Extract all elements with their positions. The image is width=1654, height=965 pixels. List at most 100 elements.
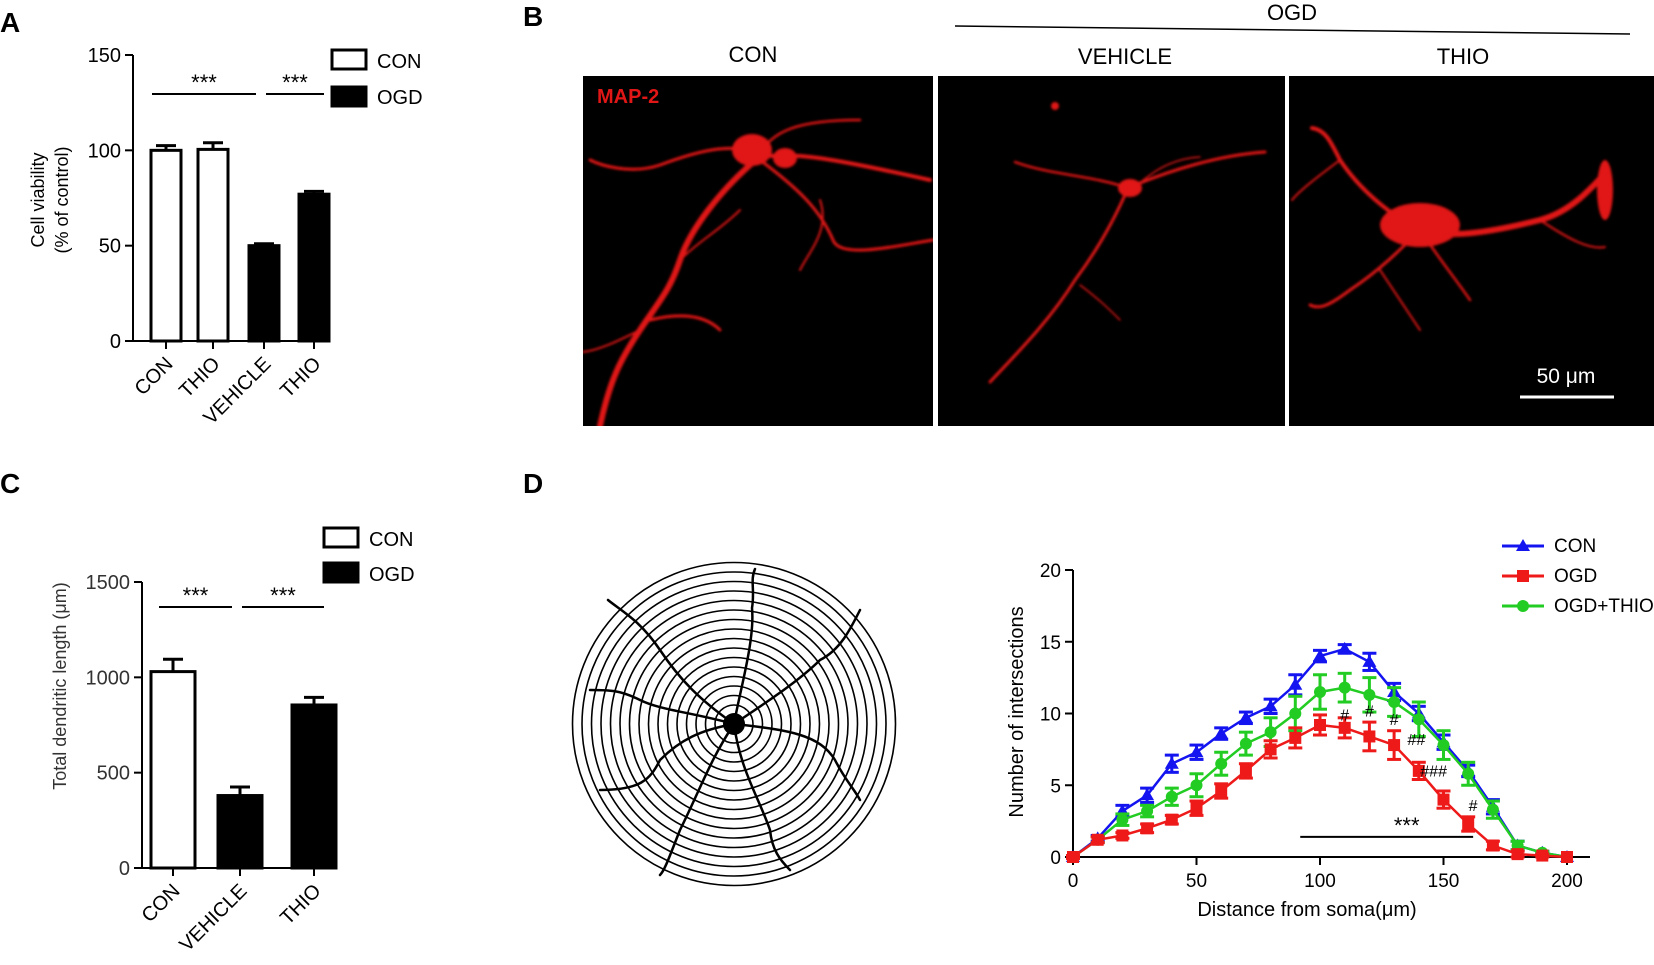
x-tick-label: THIO xyxy=(276,353,325,402)
x-tick-label: CON xyxy=(131,353,178,400)
y-tick-label: 150 xyxy=(88,45,121,67)
data-point xyxy=(1462,767,1475,780)
panel-d-ylabel: Number of intersections xyxy=(1006,606,1028,817)
legend-marker xyxy=(1517,570,1529,582)
data-point xyxy=(1264,743,1277,756)
data-point xyxy=(1189,745,1204,758)
sholl-ring xyxy=(666,656,802,792)
panel-c-legend: CON OGD xyxy=(322,526,415,586)
data-point xyxy=(1116,813,1129,826)
x-tick-label: THIO xyxy=(276,880,325,929)
y-tick-label: 500 xyxy=(97,763,130,785)
bar xyxy=(247,244,281,343)
panel-a-ylabel-line1: Cell viability xyxy=(28,152,48,247)
y-tick-label: 10 xyxy=(1040,705,1061,726)
column-label-thio: THIO xyxy=(1437,44,1490,69)
data-point xyxy=(1264,726,1277,739)
data-point xyxy=(1314,685,1326,698)
data-point xyxy=(1462,817,1475,830)
x-tick-label: 50 xyxy=(1186,871,1207,892)
stain-label: MAP-2 xyxy=(597,86,659,108)
sholl-ring xyxy=(581,571,887,877)
significance-label: *** xyxy=(183,583,209,608)
data-point xyxy=(1486,803,1499,816)
data-point xyxy=(1314,718,1326,731)
data-point xyxy=(1412,764,1425,777)
legend-label: OGD xyxy=(1554,566,1597,587)
sholl-ring xyxy=(676,666,792,782)
bar xyxy=(149,670,197,870)
annotation-hash: # xyxy=(1340,708,1349,725)
bar xyxy=(297,192,331,343)
sholl-ring xyxy=(609,599,859,849)
data-point xyxy=(1362,654,1377,667)
ogd-group-label: OGD xyxy=(1267,0,1317,25)
legend-label-con: CON xyxy=(369,529,413,551)
sholl-ring xyxy=(600,590,868,858)
annotation-hash: ## xyxy=(1407,732,1425,749)
data-point xyxy=(1288,677,1303,690)
data-point xyxy=(1215,784,1228,797)
panel-c-ylabel: Total dendritic length (μm) xyxy=(50,582,70,789)
data-point xyxy=(1238,710,1253,723)
data-point xyxy=(1164,756,1179,769)
data-point xyxy=(1338,721,1351,734)
data-point xyxy=(1165,813,1178,826)
sholl-ring xyxy=(685,675,783,773)
data-point xyxy=(1511,848,1524,861)
y-tick-label: 1000 xyxy=(86,667,131,689)
data-point xyxy=(1190,802,1203,815)
bar xyxy=(290,703,338,870)
bar xyxy=(149,148,183,343)
bar xyxy=(196,147,230,343)
data-point xyxy=(1338,681,1351,694)
y-tick-label: 1500 xyxy=(86,572,131,594)
annotation-hash: # xyxy=(1365,703,1374,720)
data-point xyxy=(1116,829,1129,842)
y-tick-label: 100 xyxy=(88,140,121,162)
y-tick-label: 15 xyxy=(1040,633,1061,654)
x-tick-label: 0 xyxy=(1068,871,1079,892)
y-tick-label: 20 xyxy=(1040,561,1061,582)
soma-dot xyxy=(723,713,745,735)
x-tick-label: 200 xyxy=(1551,871,1583,892)
data-point xyxy=(1215,757,1228,770)
sholl-ring xyxy=(628,618,840,830)
data-point xyxy=(1363,688,1376,701)
data-point xyxy=(1313,649,1327,662)
ogd-group-line xyxy=(954,25,1631,35)
sholl-ring xyxy=(647,637,821,811)
data-point xyxy=(1289,707,1302,720)
data-point xyxy=(1091,833,1104,846)
data-point xyxy=(1141,822,1154,835)
data-point xyxy=(1363,730,1376,743)
data-point xyxy=(1067,851,1079,863)
sholl-ring xyxy=(590,580,878,868)
scale-bar-label: 50 μm xyxy=(1537,365,1596,388)
y-tick-label: 0 xyxy=(119,858,130,880)
data-point xyxy=(1263,699,1278,712)
significance-label: *** xyxy=(1394,813,1420,838)
data-point xyxy=(1337,641,1352,654)
legend-label-ogd: OGD xyxy=(377,87,423,109)
annotation-hash: # xyxy=(1390,712,1399,729)
legend-label-ogd: OGD xyxy=(369,564,415,586)
legend-label-con: CON xyxy=(377,51,421,73)
panel-b-micrographs: OGD CON VEHICLE THIO xyxy=(583,0,1654,426)
data-point xyxy=(1437,739,1450,752)
legend-label: OGD+THIO xyxy=(1554,596,1654,617)
data-point xyxy=(1190,779,1203,792)
legend-swatch-ogd xyxy=(330,85,368,108)
significance-label: *** xyxy=(282,70,308,95)
x-tick-label: 100 xyxy=(1304,871,1336,892)
legend-marker xyxy=(1516,539,1530,551)
data-point xyxy=(1214,726,1229,739)
legend-swatch-con xyxy=(330,48,368,71)
legend-marker xyxy=(1517,600,1529,612)
data-point xyxy=(1140,788,1155,801)
x-tick-label: CON xyxy=(138,880,185,927)
sholl-ring xyxy=(657,647,811,801)
